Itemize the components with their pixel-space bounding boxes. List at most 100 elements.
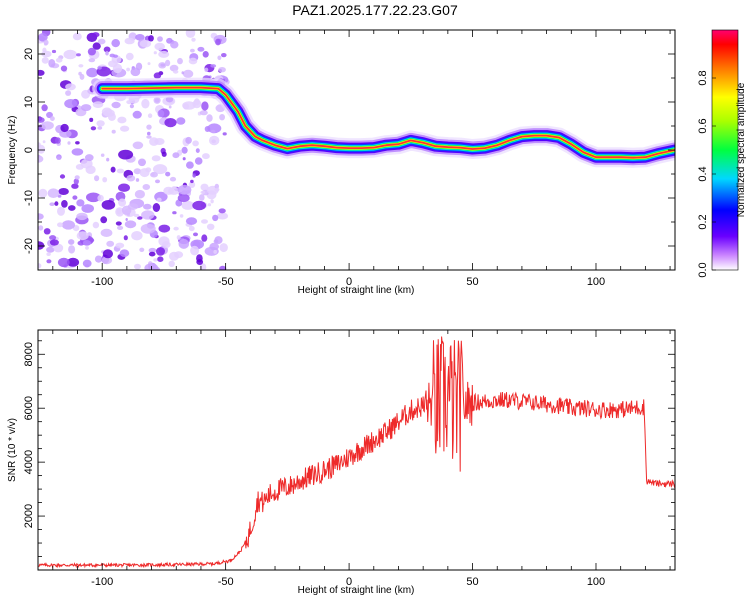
noise-blob: [60, 123, 69, 133]
snr-ticks: -100 -50 0 50 100 2000 4000 6000 8000: [23, 330, 675, 588]
noise-blob: [178, 238, 190, 249]
noise-blob: [43, 39, 49, 46]
noise-blob: [118, 198, 127, 207]
noise-blob: [158, 224, 171, 233]
noise-blob: [215, 38, 221, 46]
x-tick-label: 100: [587, 276, 605, 288]
noise-blob: [145, 167, 152, 173]
noise-blob: [117, 116, 127, 124]
noise-blob: [148, 35, 154, 42]
noise-blob: [102, 249, 113, 259]
noise-blob: [124, 220, 137, 229]
noise-blob: [177, 57, 183, 65]
noise-blob: [48, 59, 56, 68]
noise-blob: [192, 140, 199, 147]
noise-blob: [90, 126, 97, 131]
noise-blob: [87, 47, 96, 56]
noise-blob: [78, 64, 84, 68]
noise-blob: [82, 259, 92, 268]
noise-blob: [111, 101, 121, 109]
noise-blob: [60, 65, 68, 72]
noise-blob: [57, 257, 70, 268]
noise-blob: [92, 101, 104, 108]
noise-blob: [126, 67, 130, 72]
noise-blob: [133, 213, 140, 218]
noise-blob: [219, 265, 227, 270]
noise-blob: [61, 200, 68, 208]
noise-blob: [80, 104, 92, 112]
noise-blob: [158, 50, 170, 58]
noise-blob: [151, 155, 161, 162]
noise-blob: [129, 104, 134, 109]
noise-blob: [85, 246, 89, 250]
noise-blob: [157, 109, 165, 118]
noise-blob: [163, 186, 174, 195]
noise-blob: [196, 254, 203, 263]
noise-blob: [181, 71, 185, 75]
noise-blob: [170, 40, 179, 49]
noise-blob: [192, 200, 207, 211]
noise-blob: [59, 129, 72, 138]
noise-blob: [135, 34, 145, 41]
noise-blob: [86, 192, 101, 203]
noise-blob: [169, 64, 179, 72]
noise-blob: [174, 251, 184, 259]
noise-blob: [115, 242, 125, 249]
noise-blob: [219, 114, 226, 121]
noise-blob: [76, 53, 81, 57]
noise-blob: [38, 241, 45, 250]
noise-blob: [51, 49, 57, 54]
noise-blob: [194, 157, 203, 165]
noise-blob: [213, 249, 217, 254]
y-tick-label: 4000: [23, 450, 35, 474]
noise-blob: [40, 121, 54, 130]
noise-blob: [207, 123, 222, 134]
noise-blob: [153, 72, 162, 79]
noise-blob: [115, 221, 122, 226]
noise-blob: [155, 179, 160, 184]
noise-blob: [148, 251, 156, 257]
noise-blob: [214, 187, 220, 192]
noise-blob: [125, 52, 134, 61]
noise-blob: [188, 57, 198, 65]
noise-blob: [185, 217, 198, 225]
colorbar-tick-label: 0.0: [697, 262, 709, 277]
noise-blob: [101, 256, 113, 265]
noise-blob: [46, 252, 51, 256]
noise-blob: [149, 137, 159, 146]
noise-blob: [142, 184, 151, 190]
noise-blob: [100, 153, 105, 157]
noise-blob: [141, 98, 150, 109]
noise-blob: [126, 100, 132, 105]
noise-blob: [206, 114, 213, 122]
noise-blob: [172, 211, 177, 215]
noise-blob: [38, 33, 48, 42]
y-tick-label: 8000: [23, 342, 35, 366]
noise-blob: [72, 32, 82, 41]
noise-blob: [110, 166, 116, 173]
noise-blob: [195, 148, 200, 154]
noise-blob: [185, 136, 192, 144]
noise-blob: [150, 171, 158, 178]
spectrogram-ylabel: Frequency (Hz): [7, 116, 18, 185]
noise-blob: [165, 96, 174, 103]
noise-blob: [176, 117, 186, 125]
noise-blob: [68, 245, 76, 254]
noise-blob: [161, 151, 167, 157]
noise-blob: [177, 184, 192, 195]
x-tick-label: -100: [91, 576, 113, 588]
noise-blob: [100, 216, 108, 224]
noise-blob: [46, 259, 52, 264]
noise-blob: [97, 126, 103, 130]
noise-blob: [111, 129, 116, 134]
noise-blob: [86, 67, 98, 78]
noise-blob: [210, 129, 216, 134]
noise-blob: [117, 225, 124, 230]
noise-blob: [58, 188, 69, 195]
noise-blob: [96, 120, 105, 127]
noise-blob: [193, 232, 198, 237]
noise-blob: [154, 42, 165, 51]
y-tick-label: 10: [23, 96, 35, 108]
noise-blob: [127, 203, 139, 210]
